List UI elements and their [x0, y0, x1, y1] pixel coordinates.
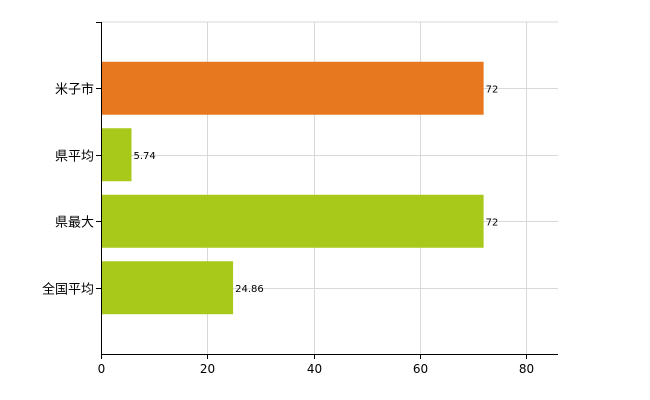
data-label-0: 72 [486, 84, 499, 95]
axis-layer [96, 22, 558, 359]
category-label-2: 県最大 [55, 216, 94, 231]
data-label-2: 72 [486, 217, 499, 228]
x-tick-label-0: 0 [98, 362, 106, 376]
category-label-3: 全国平均 [42, 282, 94, 298]
bar-1 [101, 128, 132, 182]
category-label-0: 米子市 [55, 82, 94, 98]
bar-3 [101, 261, 234, 315]
bar-2 [101, 194, 484, 248]
data-label-1: 5.74 [134, 151, 156, 162]
bar-0 [101, 61, 484, 115]
x-tick-label-4: 80 [519, 362, 534, 376]
data-label-3: 24.86 [235, 284, 264, 295]
category-label-1: 県平均 [55, 150, 94, 165]
x-tick-label-1: 20 [200, 362, 215, 376]
x-tick-label-2: 40 [307, 362, 322, 376]
x-tick-label-3: 60 [413, 362, 428, 376]
bar-layer [101, 61, 484, 315]
